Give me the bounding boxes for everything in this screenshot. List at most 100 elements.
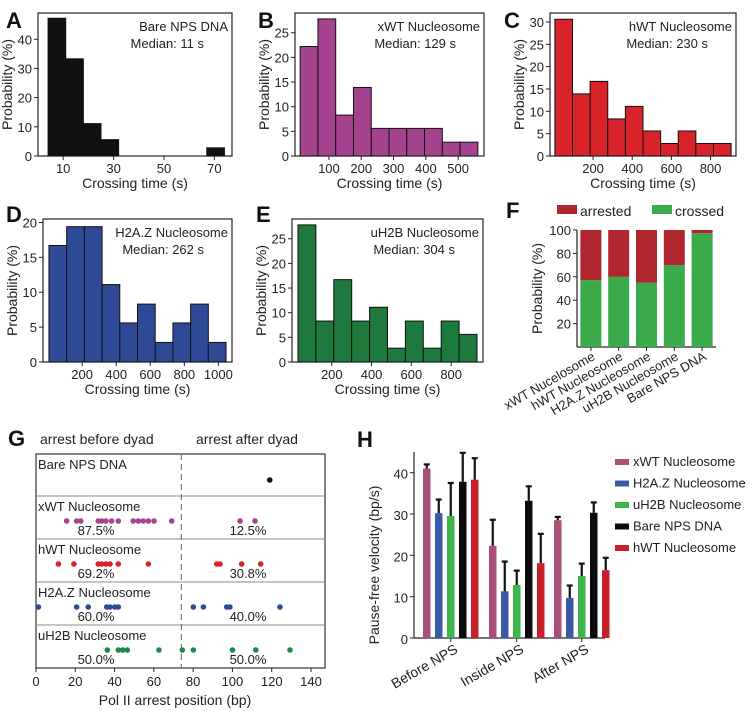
velocity-bar	[602, 570, 610, 638]
histogram-bar	[299, 46, 319, 157]
arrest-position-dot	[119, 647, 126, 653]
y-tick-label: 25	[272, 232, 286, 247]
histogram-bar	[642, 130, 662, 157]
stacked-bar-crossed	[663, 265, 685, 347]
percent-after-dyad: 30.8%	[230, 566, 267, 581]
y-tick-label: 15	[275, 75, 289, 90]
row-label: xWT Nucleosome	[38, 499, 140, 514]
y-tick-label: 100	[549, 223, 571, 238]
histogram-bar	[440, 320, 460, 363]
percent-before-dyad: 87.5%	[78, 523, 115, 538]
x-tick-label: 1000	[204, 367, 233, 382]
x-tick-label: 30	[106, 161, 120, 176]
histogram-bar	[48, 245, 68, 363]
stacked-bar-arrested	[663, 230, 685, 266]
arrest-position-dot	[115, 518, 122, 524]
y-tick-label: 0	[25, 149, 32, 164]
y-tick-label: 0	[30, 355, 37, 370]
histogram-bar	[83, 226, 103, 363]
row-label: H2A.Z Nucleosome	[38, 585, 151, 600]
stacked-bar-arrested	[691, 230, 713, 234]
histogram-bar	[370, 127, 390, 157]
median-annotation: Median: 230 s	[626, 36, 708, 51]
arrest-position-dot	[107, 604, 113, 610]
y-tick-label: 15	[530, 82, 544, 97]
panel-c: C 0 5 10 15 20 25 30 200 400 600 800 Crossing time (…	[504, 8, 737, 191]
panel-label: B	[258, 8, 274, 33]
histogram-bar	[422, 347, 442, 363]
y-tick-label: 10	[18, 120, 32, 135]
arrest-position-dot	[77, 518, 84, 524]
x-tick-label: 40	[107, 674, 121, 689]
arrest-position-dot	[55, 561, 62, 567]
histogram-bar	[589, 80, 609, 157]
velocity-bar	[489, 545, 497, 638]
chart-title: uH2B Nucleosome	[371, 225, 479, 240]
x-tick-label: 200	[321, 367, 343, 382]
y-tick-label: 10	[530, 104, 544, 119]
histogram-bar	[317, 18, 337, 157]
histogram-bar	[66, 226, 85, 363]
velocity-bar	[423, 468, 431, 638]
panel-label: A	[6, 8, 22, 33]
panel-label: E	[256, 202, 271, 227]
y-tick-label: 15	[272, 281, 286, 296]
histogram-bar	[572, 93, 591, 157]
histogram-bar	[441, 141, 461, 157]
velocity-bar	[513, 585, 521, 638]
histogram-bar	[207, 341, 227, 363]
y-axis-label: Probability (%)	[256, 39, 272, 130]
y-tick-label: 5	[30, 320, 37, 335]
velocity-bar	[459, 481, 467, 638]
legend-swatch	[615, 502, 629, 508]
y-tick-label: 40	[18, 32, 32, 47]
histogram-bar	[369, 306, 388, 363]
x-tick-label: 600	[401, 367, 423, 382]
x-tick-label: 200	[71, 367, 93, 382]
x-tick-label: 400	[105, 367, 127, 382]
x-axis-label: Crossing time (s)	[85, 381, 191, 397]
histogram-bar	[607, 118, 626, 157]
arrest-position-dot	[151, 518, 157, 524]
legend-swatch	[615, 545, 629, 551]
histogram-bar	[660, 142, 679, 157]
x-axis-label: Crossing time (s)	[337, 175, 443, 191]
arrest-position-dot	[200, 604, 207, 610]
histogram-bar	[352, 86, 372, 157]
x-tick-label: 800	[173, 367, 195, 382]
arrest-position-dot	[217, 561, 223, 567]
panel-h: H 0 10 20 30 40 Pause-free velocity (bp/s) Befo…	[357, 427, 746, 692]
x-tick-label: 400	[621, 161, 643, 176]
arrest-position-dot	[99, 518, 105, 524]
x-tick-label: 140	[300, 674, 322, 689]
arrest-position-dot	[63, 518, 70, 524]
y-tick-label: 60	[557, 270, 571, 285]
x-tick-label: 50	[157, 161, 171, 176]
histogram-bar	[297, 224, 317, 363]
x-tick-label: 800	[700, 161, 722, 176]
histogram-bar	[333, 279, 353, 363]
histogram-bar	[137, 303, 156, 363]
row-label: uH2B Nucleosome	[38, 628, 146, 643]
x-tick-label: 600	[139, 367, 161, 382]
chart-title: H2A.Z Nucleosome	[115, 225, 228, 240]
y-tick-label: 25	[275, 26, 289, 41]
x-tick-label: 600	[661, 161, 683, 176]
y-tick-label: 5	[282, 124, 289, 139]
arrest-position-dot	[140, 518, 147, 524]
arrest-position-dot	[108, 518, 115, 524]
histogram-bar	[458, 333, 478, 363]
x-tick-label: 20	[68, 674, 82, 689]
y-axis-label: Probability (%)	[4, 245, 20, 336]
arrest-position-dot	[238, 561, 245, 567]
legend-label: xWT Nucleosome	[633, 454, 735, 469]
legend-label: crossed	[675, 203, 724, 219]
histogram-bar	[206, 147, 225, 157]
chart-title: xWT Nucleosome	[378, 19, 480, 34]
panel-label: F	[506, 198, 519, 223]
x-tick-label: 100	[222, 674, 244, 689]
arrest-position-dot	[35, 604, 42, 610]
legend-swatch	[652, 205, 672, 214]
